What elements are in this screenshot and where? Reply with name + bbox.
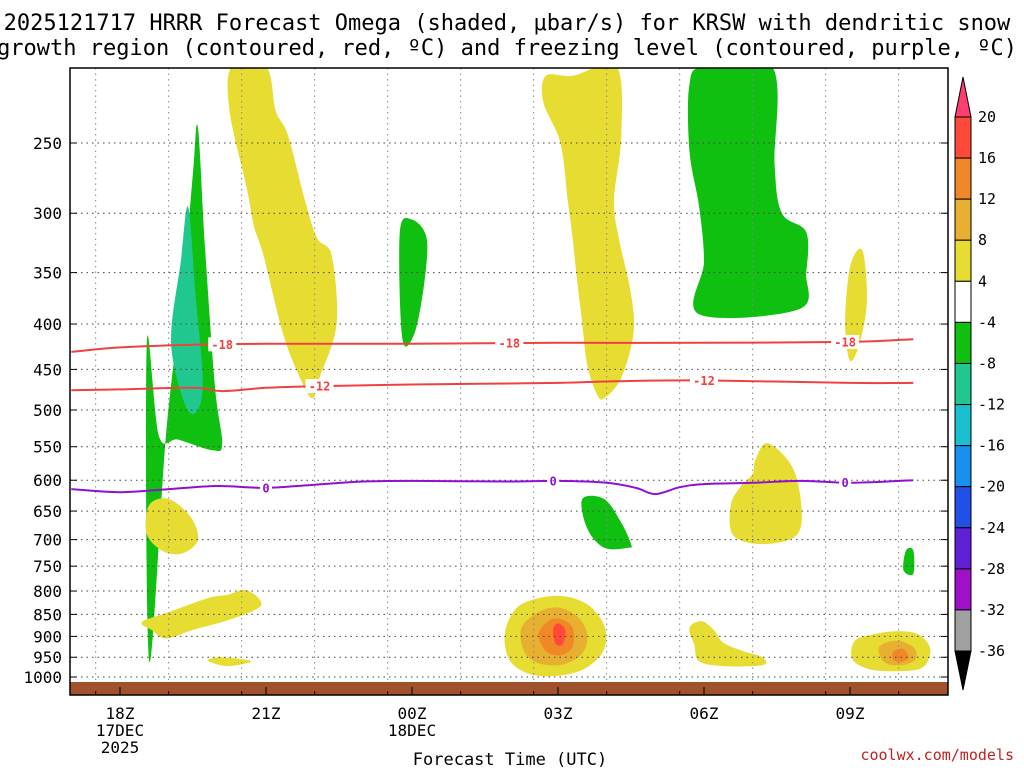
y-tick-label: 600 — [33, 471, 62, 490]
contour-line — [71, 379, 914, 393]
contour-label-bg — [831, 334, 860, 349]
x-tick-label: 09Z — [836, 704, 865, 723]
x-tick-date: 17DEC — [96, 721, 144, 740]
x-tick-label: 18Z — [106, 704, 135, 723]
contour-label: -12 — [693, 374, 715, 388]
y-tick-label: 650 — [33, 502, 62, 521]
colorbar-label: 12 — [978, 190, 996, 208]
y-tick-label: 300 — [33, 204, 62, 223]
omega-region — [141, 589, 262, 639]
x-tick-label: 06Z — [690, 704, 719, 723]
x-tick-year: 2025 — [101, 738, 140, 757]
y-tick-label: 900 — [33, 627, 62, 646]
omega-shading — [141, 68, 931, 677]
x-tick-label: 21Z — [252, 704, 281, 723]
colorbar-label: 20 — [978, 108, 996, 126]
omega-region — [687, 68, 809, 319]
contour-label-bg — [547, 473, 560, 488]
omega-region — [399, 217, 428, 347]
omega-region — [892, 648, 909, 663]
y-tick-label: 950 — [33, 648, 62, 667]
contour-label: 0 — [262, 481, 269, 495]
colorbar-label: -36 — [978, 642, 1005, 660]
x-tick-date: 18DEC — [388, 721, 436, 740]
contour-label-bg — [260, 480, 272, 495]
y-tick-label: 800 — [33, 582, 62, 601]
colorbar-segment — [954, 321, 972, 364]
y-axis: 250 300 350 400 450 500 550 600 650 700 750 800 850 9… — [23, 134, 948, 687]
y-tick-label: 700 — [33, 531, 62, 550]
colorbar-segment — [954, 486, 972, 529]
contour-label: -12 — [309, 380, 331, 394]
title-line-1: 2025121717 HRRR Forecast Omega (shaded, … — [4, 11, 1011, 36]
y-tick-label: 450 — [33, 360, 62, 379]
colorbar-label: 16 — [978, 149, 996, 167]
colorbar-segment — [954, 157, 972, 200]
colorbar-segment — [954, 116, 972, 159]
colorbar-segment — [954, 404, 972, 447]
x-tick-label: 03Z — [544, 704, 573, 723]
omega-region — [845, 248, 868, 362]
colorbar-segment — [954, 239, 972, 282]
y-tick-label: 550 — [33, 438, 62, 457]
omega-region — [689, 621, 767, 667]
colorbar-label: -24 — [978, 519, 1005, 537]
colorbar-label: -32 — [978, 601, 1005, 619]
y-tick-label: 350 — [33, 264, 62, 283]
contour-label: -18 — [211, 338, 233, 352]
ground-bar — [70, 682, 948, 695]
colorbar-label: -4 — [978, 313, 996, 331]
contour-label: 0 — [842, 476, 849, 490]
y-tick-label: 500 — [33, 401, 62, 420]
y-tick-label: 750 — [33, 557, 62, 576]
omega-region — [729, 443, 802, 544]
colorbar-label: -8 — [978, 354, 996, 372]
colorbar-label: 8 — [978, 231, 987, 249]
colorbar-label: -16 — [978, 437, 1005, 455]
y-tick-label: 400 — [33, 315, 62, 334]
credit-text: coolwx.com/models — [860, 746, 1014, 764]
contour-lines: -18 -18 -18 -12 -12 0 0 0 — [71, 334, 914, 495]
colorbar-segment — [954, 568, 972, 611]
omega-region — [553, 623, 566, 646]
contour-label-bg — [305, 379, 334, 394]
contour-label: 0 — [550, 474, 557, 488]
y-tick-label: 1000 — [23, 668, 62, 687]
colorbar-segment — [954, 527, 972, 570]
colorbar-bottom-arrow — [954, 650, 972, 691]
colorbar-segment — [954, 445, 972, 488]
colorbar-label: 4 — [978, 272, 987, 290]
colorbar-top-arrow — [954, 76, 972, 118]
omega-region — [541, 68, 635, 400]
omega-region — [903, 547, 915, 576]
contour-label-bg — [690, 373, 718, 388]
y-tick-label: 250 — [33, 134, 62, 153]
title-line-2: growth region (contoured, red, ºC) and f… — [0, 36, 1017, 61]
omega-region — [207, 657, 252, 667]
colorbar-segment — [954, 280, 972, 323]
plot-frame — [69, 67, 949, 696]
x-axis-title: Forecast Time (UTC) — [413, 750, 607, 768]
colorbar-label: -12 — [978, 396, 1005, 414]
contour-label: -18 — [498, 337, 520, 351]
contour-label: -18 — [834, 335, 856, 349]
omega-region — [227, 68, 338, 399]
colorbar: 20 16 12 8 4 -4 -8 -12 -16 -20 -24 -28 -32 -36 — [954, 76, 1005, 691]
y-tick-label: 850 — [33, 605, 62, 624]
contour-label-bg — [839, 475, 852, 490]
omega-region — [171, 206, 203, 415]
omega-region — [145, 498, 199, 555]
contour-line — [71, 338, 914, 353]
contour-label-bg — [208, 337, 237, 352]
colorbar-segment — [954, 362, 972, 406]
colorbar-label: -20 — [978, 478, 1005, 496]
colorbar-segment — [954, 609, 972, 652]
contour-label-bg — [495, 336, 524, 351]
colorbar-segment — [954, 198, 972, 241]
omega-region — [581, 495, 632, 550]
x-tick-label: 00Z — [398, 704, 427, 723]
colorbar-label: -28 — [978, 560, 1005, 578]
